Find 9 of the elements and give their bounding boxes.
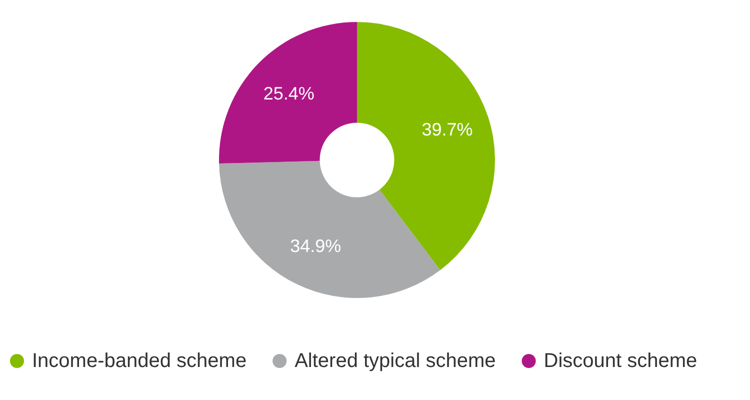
data-label: 25.4% (263, 84, 314, 104)
legend-label: Altered typical scheme (294, 350, 496, 372)
donut-slice (357, 22, 495, 270)
donut-slice (219, 160, 440, 298)
legend-label: Income-banded scheme (32, 350, 247, 372)
donut-slice (219, 22, 357, 164)
legend-label: Discount scheme (544, 350, 698, 372)
data-label: 39.7% (422, 120, 473, 140)
data-label: 34.9% (290, 236, 342, 256)
